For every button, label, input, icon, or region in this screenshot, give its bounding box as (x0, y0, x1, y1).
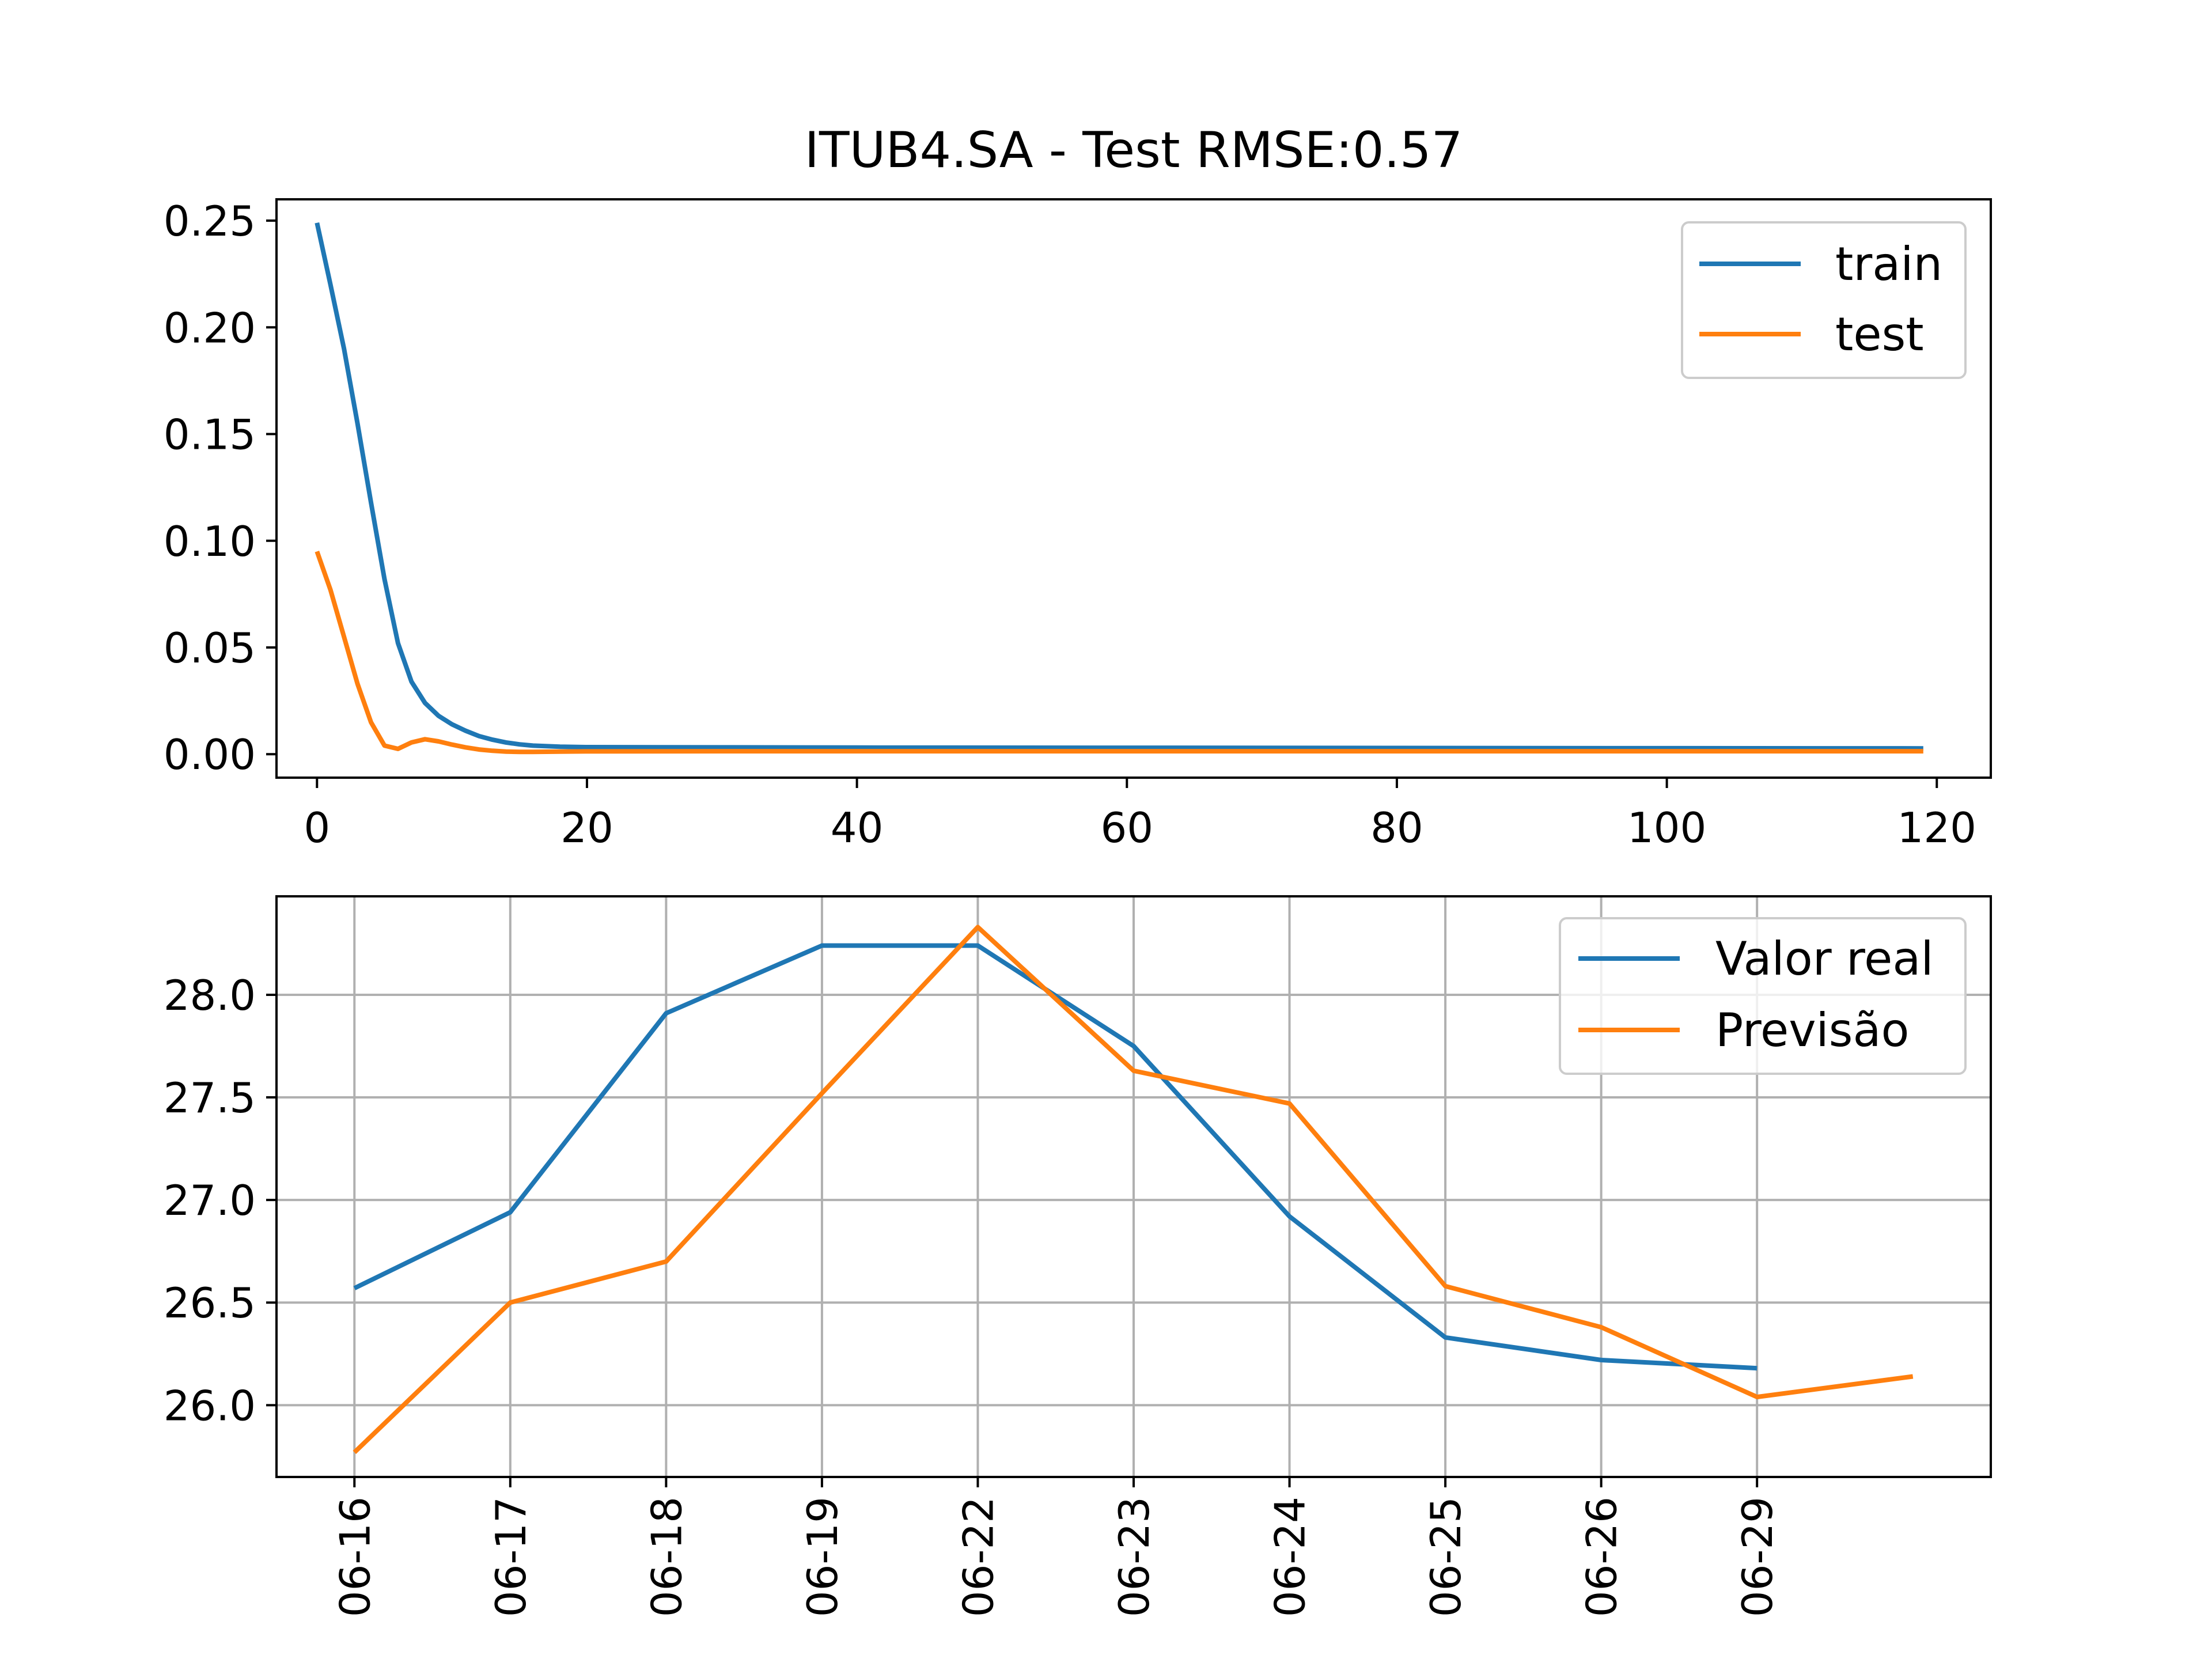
series-line-train (315, 222, 1923, 751)
prediction-legend: Valor real Previsão (1559, 917, 1967, 1075)
series-line-test (315, 550, 1923, 755)
x-tick-label: 80 (1370, 804, 1423, 852)
x-tick-label: 120 (1897, 804, 1976, 852)
y-tick-label: 26.0 (164, 1381, 256, 1430)
loss-subplot: 0 20 40 60 80 100 1200.000.050.100.150.200.25 … (164, 197, 1992, 852)
x-tick-label: 06-26 (1578, 1497, 1626, 1617)
x-tick-label: 06-22 (954, 1497, 1002, 1617)
legend-test-label: test (1835, 308, 1924, 361)
x-tick-label: 100 (1627, 804, 1706, 852)
legend-valor-real-label: Valor real (1715, 932, 1934, 986)
x-tick-label: 40 (831, 804, 884, 852)
y-tick-label: 27.0 (164, 1176, 256, 1225)
x-tick-label: 06-23 (1110, 1497, 1158, 1617)
x-tick-label: 06-17 (487, 1497, 535, 1617)
x-tick-label: 06-24 (1266, 1497, 1315, 1617)
figure-title: ITUB4.SA - Test RMSE:0.57 (805, 122, 1463, 179)
x-tick-label: 06-19 (798, 1497, 847, 1617)
prediction-subplot: 06-16 06-17 06-18 06-19 06-22 06-23 06-24 06-25… (164, 895, 1992, 1617)
loss-axes-frame (275, 198, 1992, 779)
y-tick-label: 0.05 (164, 624, 256, 672)
y-tick-label: 0.25 (164, 197, 256, 245)
y-tick-label: 0.15 (164, 411, 256, 459)
x-tick-label: 06-29 (1733, 1497, 1782, 1617)
loss-legend: train test (1681, 221, 1967, 379)
legend-previsao-label: Previsão (1715, 1003, 1909, 1057)
x-tick-label: 06-25 (1422, 1497, 1470, 1617)
loss-legend-box (1681, 221, 1967, 379)
x-tick-label: 0 (304, 804, 330, 852)
y-tick-label: 0.10 (164, 517, 256, 566)
x-tick-label: 20 (560, 804, 613, 852)
y-tick-label: 26.5 (164, 1279, 256, 1327)
y-tick-label: 27.5 (164, 1074, 256, 1122)
y-tick-label: 28.0 (164, 971, 256, 1020)
y-tick-label: 0.00 (164, 730, 256, 779)
x-tick-label: 06-18 (642, 1497, 691, 1617)
legend-train-label: train (1835, 237, 1942, 291)
x-tick-label: 60 (1100, 804, 1153, 852)
series-line-previsao (353, 925, 1914, 1455)
x-tick-label: 06-16 (331, 1497, 379, 1617)
y-tick-label: 0.20 (164, 304, 256, 352)
